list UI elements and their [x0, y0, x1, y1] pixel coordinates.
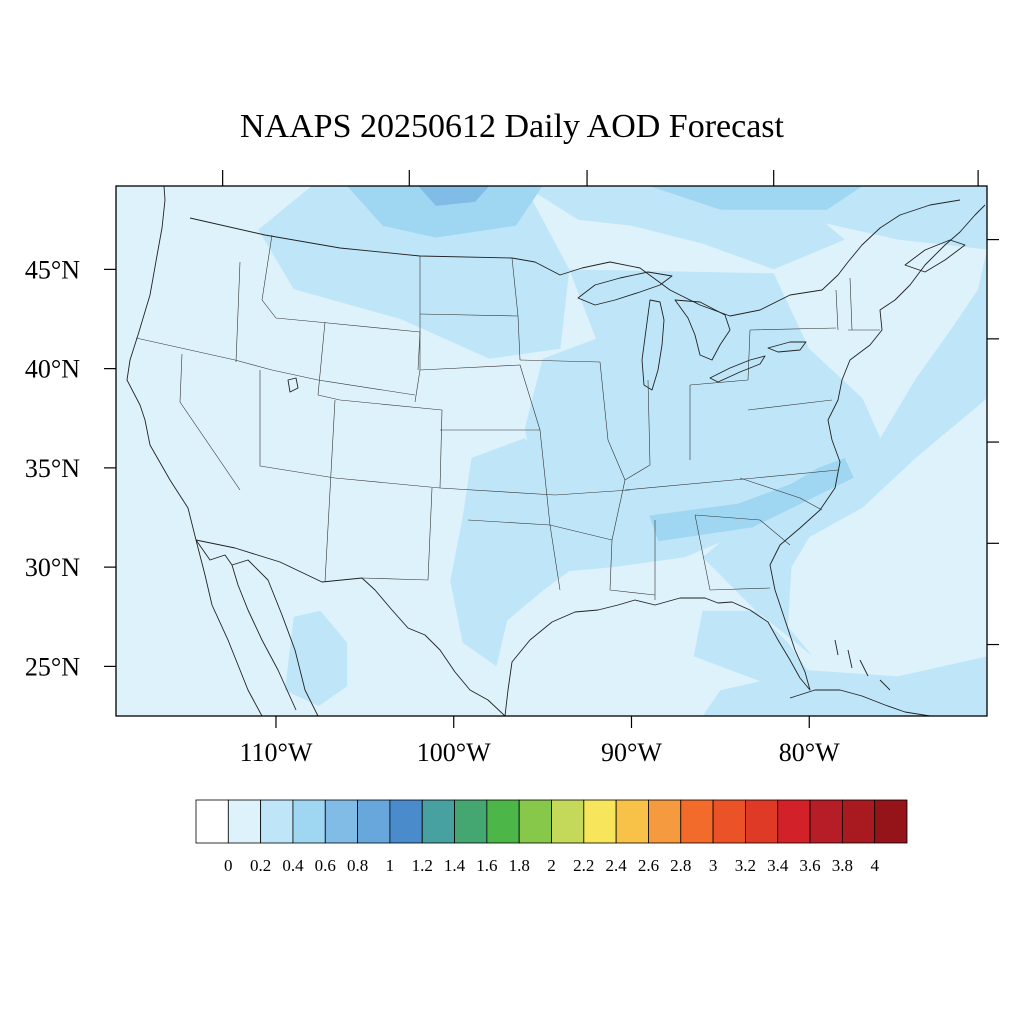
colorbar-label: 3.6 — [799, 856, 820, 875]
lat-tick-label: 25°N — [25, 652, 80, 681]
aod-patch-florida-west — [693, 610, 810, 687]
lake-ontario — [767, 341, 807, 353]
colorbar-label: 2.6 — [638, 856, 659, 875]
colorbar-box — [421, 799, 455, 844]
lake-erie — [709, 355, 766, 383]
colorbar-label: 1.4 — [444, 856, 466, 875]
lake-superior — [577, 271, 673, 306]
colorbar-box — [357, 799, 391, 844]
colorbar-label: 0.6 — [315, 856, 336, 875]
great-salt-lake — [287, 377, 299, 393]
colorbar-label: 2 — [547, 856, 556, 875]
colorbar-box — [777, 799, 811, 844]
cuba — [789, 689, 931, 716]
colorbar-box — [745, 799, 779, 844]
colorbar-label: 2.4 — [605, 856, 627, 875]
map-title: NAAPS 20250612 Daily AOD Forecast — [240, 108, 784, 145]
colorbar-box — [324, 799, 358, 844]
atlantic-coast — [769, 204, 986, 591]
lat-tick-label: 45°N — [25, 255, 80, 284]
aod-patch-mexico-south — [284, 610, 348, 707]
geographic-boundaries — [126, 186, 986, 716]
colorbar-label: 2.8 — [670, 856, 691, 875]
colorbar-label: 0.2 — [250, 856, 271, 875]
aod-patch-ontario-core — [418, 186, 490, 206]
lon-tick-label: 80°W — [779, 738, 840, 767]
colorbar-label: 1.6 — [476, 856, 497, 875]
lake-huron — [674, 299, 731, 361]
colorbar-label: 3.2 — [735, 856, 756, 875]
aod-patch-atlantic — [702, 249, 987, 657]
colorbar-box — [712, 799, 746, 844]
colorbar-label: 0.8 — [347, 856, 368, 875]
colorbar-box — [809, 799, 843, 844]
colorbar-box — [648, 799, 682, 844]
coastline-west — [126, 186, 233, 566]
colorbar-label: 3.4 — [767, 856, 789, 875]
colorbar-box — [874, 799, 908, 844]
us-mexico-border — [195, 539, 506, 716]
mexico-pacific-coast — [231, 559, 319, 716]
colorbar-label: 1 — [386, 856, 395, 875]
colorbar-box — [551, 799, 585, 844]
lake-michigan — [641, 299, 665, 391]
map-frame — [115, 185, 988, 717]
colorbar-label: 0 — [224, 856, 233, 875]
colorbar-label: 3 — [709, 856, 718, 875]
colorbar-box — [292, 799, 326, 844]
colorbar: 0 0.2 0.4 0.6 0.8 1 1.2 1.4 1.6 1.8 2 2.2 2.4 2.6 2.8 3… — [195, 799, 908, 875]
aod-patch-canada-smoke — [649, 186, 863, 210]
colorbar-box — [260, 799, 294, 844]
aod-patch-south-plains — [450, 438, 570, 667]
colorbar-box — [680, 799, 714, 844]
colorbar-label: 1.8 — [509, 856, 530, 875]
bahamas — [834, 639, 891, 691]
aod-patch-caribbean — [702, 656, 987, 716]
us-canada-border — [189, 199, 961, 317]
lat-tick-label: 40°N — [25, 355, 80, 384]
colorbar-box — [583, 799, 617, 844]
gulf-coast — [504, 589, 811, 716]
aod-field — [116, 186, 987, 716]
colorbar-box — [227, 799, 262, 844]
lon-tick-label: 100°W — [417, 738, 491, 767]
lat-tick-label: 30°N — [25, 553, 80, 582]
colorbar-label: 4 — [870, 856, 879, 875]
nova-scotia — [904, 239, 966, 273]
axis-labels: 45°N 40°N 35°N 30°N 25°N 110°W 100°W 90°W 80°W — [25, 255, 840, 767]
aod-patch-georgia-band — [649, 457, 854, 542]
lon-tick-label: 90°W — [601, 738, 662, 767]
lon-tick-label: 110°W — [239, 738, 312, 767]
baja-coast — [195, 539, 297, 716]
state-lines — [135, 234, 880, 600]
lat-tick-label: 35°N — [25, 454, 80, 483]
aod-patch-north-canada — [542, 186, 987, 250]
map-ticks — [104, 170, 999, 728]
colorbar-box — [454, 799, 488, 844]
colorbar-box — [518, 799, 552, 844]
colorbar-box — [486, 799, 520, 844]
colorbar-box — [841, 799, 876, 844]
colorbar-label: 1.2 — [412, 856, 433, 875]
colorbar-box — [195, 799, 229, 844]
colorbar-label: 0.4 — [282, 856, 304, 875]
colorbar-label: 3.8 — [832, 856, 853, 875]
colorbar-label: 2.2 — [573, 856, 594, 875]
colorbar-box — [389, 799, 423, 844]
aod-patch-north-dakota-smoke — [347, 186, 543, 238]
colorbar-box — [615, 799, 649, 844]
